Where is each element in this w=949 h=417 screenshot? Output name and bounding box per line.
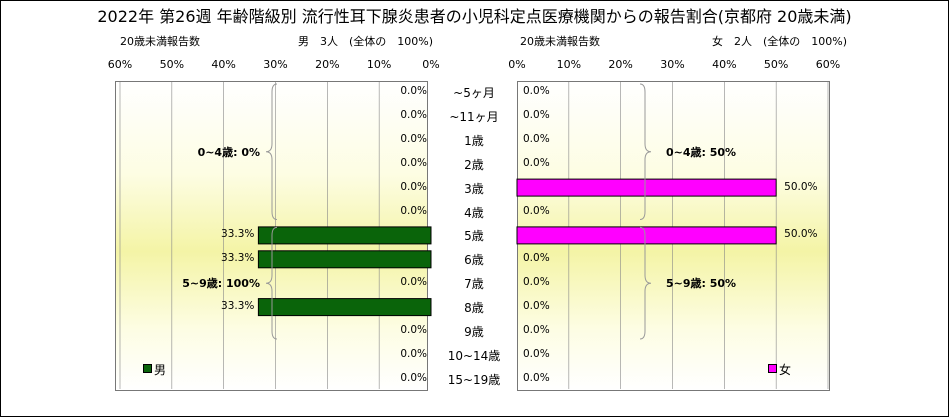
category-label: 4歳 <box>464 205 484 220</box>
female-value-label: 0.0% <box>523 300 550 313</box>
female-value-label: 0.0% <box>523 156 550 169</box>
female-tick-label: 60% <box>815 58 841 71</box>
male-value-label: 0.0% <box>400 371 427 384</box>
female-value-label: 0.0% <box>523 204 550 217</box>
male-bar <box>257 226 432 245</box>
male-bar <box>257 250 432 269</box>
female-age-group-brace <box>639 83 652 220</box>
left-header-main: 男 3人 (全体の 100%) <box>298 35 434 48</box>
left-header-sub: 20歳未満報告数 <box>120 35 200 48</box>
female-age-group-brace <box>639 226 652 340</box>
male-value-label: 0.0% <box>400 276 427 289</box>
female-age-group-label: 5~9歳: 50% <box>666 277 737 291</box>
male-age-group-brace <box>265 226 278 340</box>
male-value-label: 0.0% <box>400 347 427 360</box>
category-label: 7歳 <box>464 277 484 292</box>
male-legend-label: 男 <box>154 363 167 377</box>
female-tick-label: 30% <box>660 58 685 71</box>
male-age-group-label: 0~4歳: 0% <box>197 145 260 159</box>
category-label: 9歳 <box>464 325 484 339</box>
right-header-sub: 20歳未満報告数 <box>520 35 600 48</box>
male-tick-label: 30% <box>263 58 288 71</box>
male-legend: 男 <box>143 361 166 378</box>
male-value-label: 0.0% <box>400 324 427 336</box>
female-bar <box>516 226 777 245</box>
male-value-label: 0.0% <box>400 132 427 145</box>
category-label: 3歳 <box>464 181 484 196</box>
male-value-label: 0.0% <box>400 156 427 169</box>
chart-title: 2022年 第26週 年齢階級別 流行性耳下腺炎患者の小児科定点医療機関からの報… <box>97 7 852 26</box>
female-value-label: 0.0% <box>523 108 550 121</box>
female-value-label: 50.0% <box>784 180 818 193</box>
male-value-label: 0.0% <box>400 204 427 217</box>
female-tick-label: 40% <box>712 58 737 71</box>
female-value-label: 0.0% <box>523 252 550 265</box>
female-tick-label: 0% <box>508 58 526 71</box>
female-age-group-label: 0~4歳: 50% <box>666 145 737 159</box>
category-label: 2歳 <box>464 157 484 172</box>
male-tick-label: 10% <box>366 58 392 71</box>
female-value-label: 0.0% <box>523 85 550 97</box>
category-label: ~11ヶ月 <box>449 109 499 124</box>
male-age-group-label: 5~9歳: 100% <box>182 277 260 291</box>
right-header-main: 女 2人 (全体の 100%) <box>712 35 848 48</box>
category-label: ~5ヶ月 <box>453 86 495 100</box>
male-value-label: 0.0% <box>400 85 427 97</box>
male-value-label: 0.0% <box>400 180 427 193</box>
female-legend-label: 女 <box>779 363 792 377</box>
male-tick-label: 60% <box>107 58 133 71</box>
male-tick-label: 0% <box>422 58 440 71</box>
female-value-label: 0.0% <box>523 371 550 384</box>
category-label: 1歳 <box>464 133 484 148</box>
female-value-label: 50.0% <box>784 228 818 241</box>
female-tick-label: 10% <box>556 58 582 71</box>
male-value-label: 33.3% <box>221 252 255 265</box>
female-legend-swatch <box>768 364 777 373</box>
male-value-label: 0.0% <box>400 108 427 121</box>
category-label: 15~19歳 <box>447 372 501 387</box>
male-tick-label: 20% <box>315 58 340 71</box>
male-value-label: 33.3% <box>221 300 255 313</box>
male-tick-label: 40% <box>211 58 236 71</box>
category-label: 10~14歳 <box>447 348 501 363</box>
male-bar <box>257 298 432 317</box>
female-tick-label: 50% <box>763 58 789 71</box>
male-value-label: 33.3% <box>221 228 255 241</box>
female-tick-label: 20% <box>608 58 633 71</box>
category-label: 6歳 <box>464 253 484 268</box>
category-label: 5歳 <box>464 229 484 244</box>
category-label: 8歳 <box>464 301 484 316</box>
female-bar <box>516 178 777 197</box>
female-value-label: 0.0% <box>523 324 550 336</box>
male-legend-swatch <box>143 364 152 373</box>
male-tick-label: 50% <box>159 58 185 71</box>
female-legend: 女 <box>768 361 791 378</box>
female-value-label: 0.0% <box>523 276 550 289</box>
female-value-label: 0.0% <box>523 347 550 360</box>
female-value-label: 0.0% <box>523 132 550 145</box>
male-age-group-brace <box>265 83 278 220</box>
